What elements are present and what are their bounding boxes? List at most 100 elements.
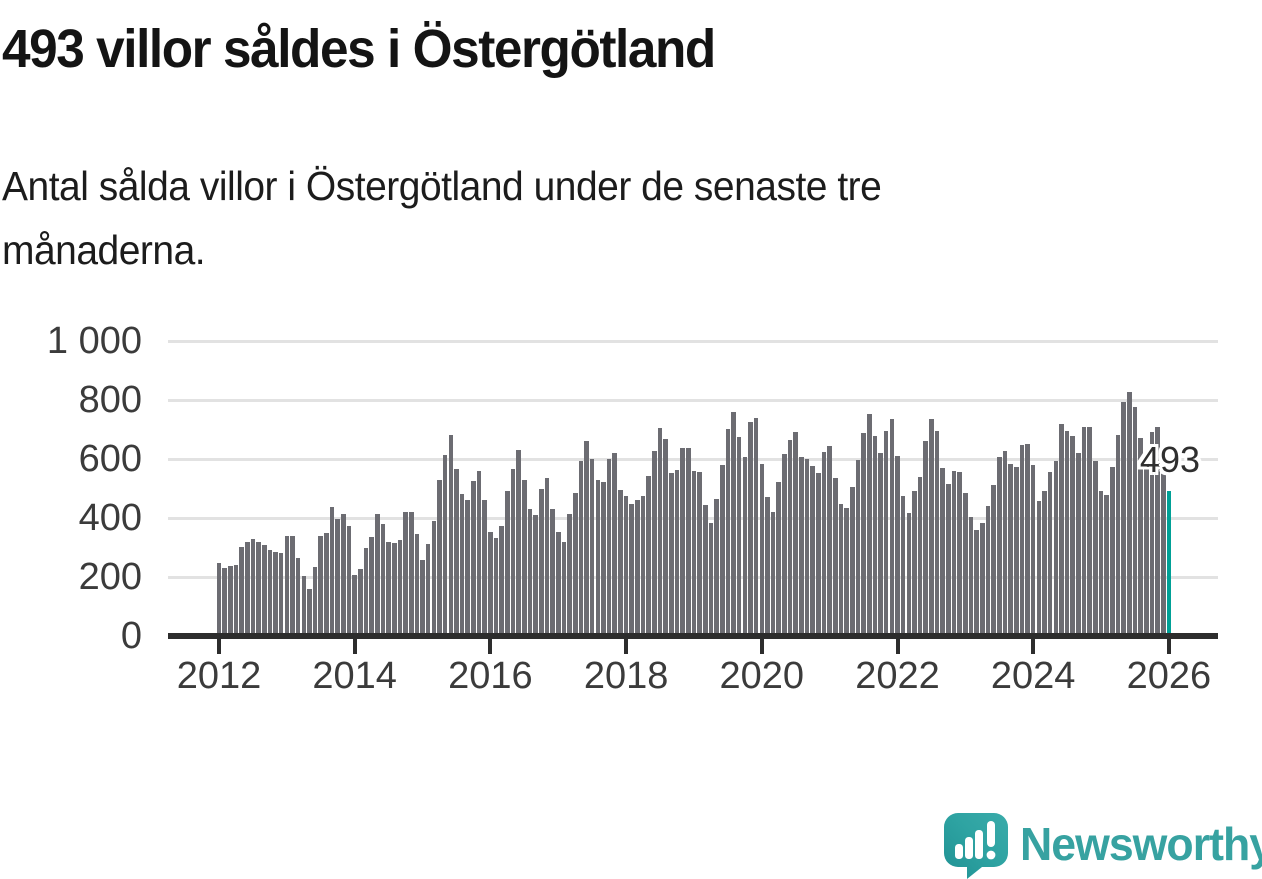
bar <box>454 469 459 636</box>
bar <box>1093 461 1098 636</box>
bar <box>985 506 991 636</box>
bar <box>838 503 844 636</box>
bar <box>635 500 640 636</box>
bar <box>397 540 403 636</box>
bar <box>1098 491 1104 636</box>
bar <box>1104 495 1109 636</box>
bar <box>425 543 431 636</box>
bar <box>538 489 544 636</box>
bar <box>352 574 357 636</box>
bar <box>1019 445 1025 636</box>
bar <box>493 537 499 636</box>
y-axis-tick-label: 400 <box>78 497 142 539</box>
bar <box>471 481 476 636</box>
bar <box>273 551 278 636</box>
bar <box>646 475 651 636</box>
bar <box>906 512 912 636</box>
bar <box>533 514 538 636</box>
x-axis-tick-label: 2020 <box>719 655 805 697</box>
bar <box>685 447 691 636</box>
bar <box>329 507 335 636</box>
bar <box>312 567 318 636</box>
bar <box>1121 402 1126 636</box>
x-axis-tick <box>895 639 900 654</box>
bar <box>1030 465 1036 636</box>
y-axis-tick-label: 600 <box>78 438 142 480</box>
bar <box>380 523 386 636</box>
bar <box>652 450 657 636</box>
bar <box>640 495 646 636</box>
bar <box>810 465 815 636</box>
bar <box>1076 452 1081 636</box>
x-axis-tick <box>1031 639 1036 654</box>
bar <box>991 484 996 636</box>
bar <box>663 438 668 636</box>
bar <box>250 538 256 636</box>
gridline <box>168 398 1218 402</box>
bar <box>233 565 239 636</box>
bar <box>1059 424 1064 636</box>
bar <box>216 562 222 636</box>
x-axis-tick-label: 2024 <box>990 655 1076 697</box>
bar <box>946 483 951 636</box>
bar <box>465 500 471 636</box>
bar <box>827 445 832 636</box>
bar <box>776 481 782 636</box>
y-axis-tick-label: 800 <box>78 379 142 421</box>
bar <box>974 529 979 636</box>
bar <box>442 454 448 636</box>
bar <box>414 533 420 636</box>
bar <box>244 541 250 636</box>
bar <box>957 471 962 636</box>
y-axis-tick-label: 1 000 <box>46 320 142 362</box>
bar <box>793 431 799 636</box>
bar <box>567 513 572 636</box>
bar <box>386 542 391 636</box>
x-axis-line <box>168 633 1218 639</box>
x-axis-tick-label: 2012 <box>176 655 262 697</box>
bar <box>346 526 352 636</box>
bar <box>578 461 584 636</box>
bar <box>923 441 929 636</box>
chart-subtitle: Antal sålda villor i Östergötland under … <box>2 154 1161 282</box>
bar <box>437 480 442 636</box>
bar <box>1070 435 1076 636</box>
bar <box>335 518 341 636</box>
bar <box>770 512 776 636</box>
bar <box>420 559 425 636</box>
bar <box>980 523 985 636</box>
bar <box>482 500 488 636</box>
bar <box>816 472 821 636</box>
bar <box>799 456 804 636</box>
bar <box>459 493 465 636</box>
bar <box>363 548 369 636</box>
bar <box>301 575 307 636</box>
bar <box>1115 435 1121 636</box>
x-axis-tick <box>624 639 629 654</box>
x-axis-tick <box>1166 639 1171 654</box>
bar <box>629 504 635 636</box>
highlight-value-label: 493 <box>1139 439 1200 480</box>
bar <box>912 490 917 636</box>
bar <box>612 453 618 636</box>
bar <box>1127 392 1132 636</box>
bar <box>674 470 680 636</box>
bar <box>239 547 244 636</box>
bar <box>708 522 714 636</box>
bar <box>1087 426 1093 636</box>
bar <box>1008 463 1013 636</box>
bar <box>866 414 872 636</box>
bar <box>900 496 906 636</box>
bar <box>1002 451 1008 636</box>
bar <box>731 412 736 636</box>
bar <box>748 422 753 636</box>
bar <box>1143 460 1149 636</box>
x-axis-tick-label: 2016 <box>448 655 533 697</box>
bar <box>833 478 838 636</box>
bar <box>714 498 719 636</box>
bar <box>765 497 770 636</box>
bar <box>697 471 702 636</box>
bar <box>256 541 261 636</box>
bar <box>295 557 301 636</box>
x-axis-tick <box>488 639 493 654</box>
